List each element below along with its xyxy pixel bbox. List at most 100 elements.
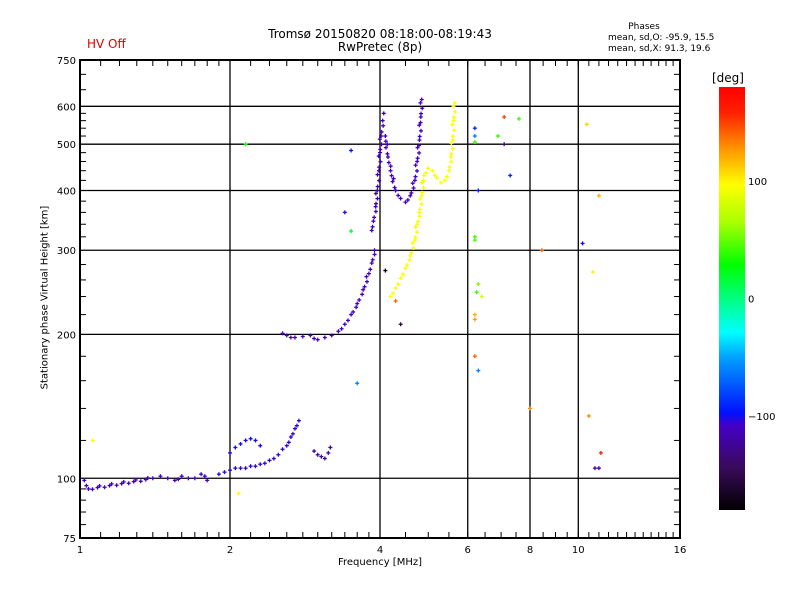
data-point [339,326,344,331]
data-point [286,440,291,445]
data-point [383,134,388,139]
data-point [296,418,301,423]
data-point [186,476,191,481]
data-point [238,441,243,446]
data-point [243,142,248,147]
data-point [233,445,238,450]
data-point [451,104,456,109]
data-point [361,287,366,292]
data-point [370,224,375,229]
data-point [596,466,601,471]
data-point [329,333,334,338]
data-point [319,454,324,459]
data-point [451,115,456,120]
data-point [383,139,388,144]
x-tick-label: 2 [227,545,233,556]
data-point [121,479,126,484]
data-point [388,168,393,173]
y-tick-label: 400 [57,186,76,197]
colorbar-tick-label: 100 [748,177,767,188]
data-point [351,309,356,314]
data-point [449,159,454,164]
data-point [528,406,532,411]
data-point [418,207,423,212]
data-point [82,478,87,483]
data-point [172,478,177,483]
data-point [418,120,423,125]
data-point [388,164,393,169]
data-point [413,163,418,168]
x-axis-label: Frequency [MHz] [337,557,423,568]
data-point [362,284,367,289]
data-point [368,267,373,272]
data-point [375,184,380,189]
data-point [262,461,267,466]
data-point [419,202,424,207]
data-point [379,129,384,134]
data-point [228,450,232,455]
data-point [449,141,454,146]
data-point [379,142,384,147]
data-point [476,368,481,373]
data-point [315,452,320,457]
data-point [476,281,481,286]
data-point [418,114,423,119]
data-point [199,472,204,477]
data-point [288,335,293,340]
data-point [300,334,305,339]
data-point [179,474,184,479]
data-point [369,228,374,233]
data-point [328,445,333,450]
data-point [378,147,383,152]
data-point [290,431,295,436]
data-point [114,483,119,488]
data-point [472,126,477,131]
data-point [376,168,381,173]
data-point [403,200,408,205]
data-point [590,270,595,275]
y-tick-label: 600 [57,102,76,113]
data-point [145,475,150,480]
data-point [355,301,360,306]
data-point [405,263,410,268]
data-point [322,456,327,461]
data-point [138,479,143,484]
plot-frame [79,59,681,539]
data-point [349,229,354,234]
data-point [424,170,429,175]
data-point [238,466,243,471]
data-point [284,443,289,448]
data-point [408,193,413,198]
data-point [472,312,477,317]
data-point [374,201,379,206]
data-point [176,477,181,482]
data-point [516,116,521,121]
data-point [385,155,390,160]
data-point [396,193,401,198]
data-point [228,468,232,473]
data-point [398,196,403,201]
data-point [398,276,403,281]
data-point [383,268,388,273]
data-point [354,305,359,310]
data-point [267,458,272,463]
data-point [495,134,500,139]
data-point [415,219,420,224]
data-point [417,134,422,139]
data-point [415,230,420,235]
data-point [393,298,398,303]
data-point [131,479,136,484]
data-point [386,160,391,165]
data-point [253,464,258,469]
colorbar-tick-labels: 100 0 −100 [748,177,775,423]
data-point [474,290,479,295]
data-point [380,118,385,123]
data-point [592,466,597,471]
data-point [420,180,425,185]
colorbar-tick-label: −100 [748,412,775,423]
data-point [133,477,138,482]
data-point [449,151,454,156]
data-point [236,491,241,496]
data-point [408,253,413,258]
data-point [102,485,107,490]
